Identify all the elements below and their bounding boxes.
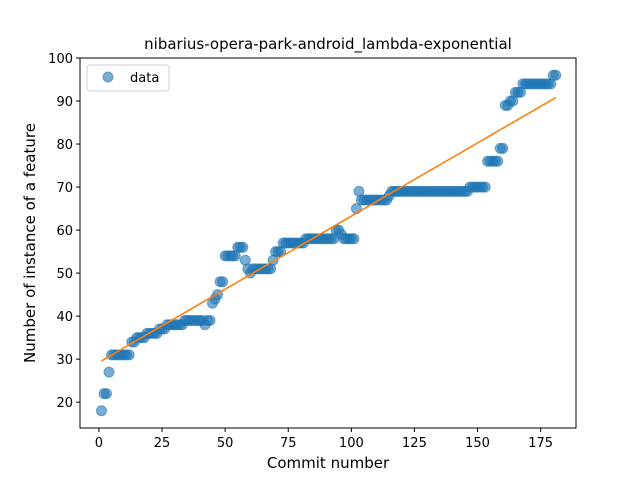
x-tick-label: 25 (154, 436, 171, 451)
data-point (348, 233, 360, 245)
y-axis-label: Number of instance of a feature (21, 123, 39, 363)
legend-label-data: data (130, 71, 159, 86)
x-tick-label: 0 (95, 436, 103, 451)
y-tick-label: 100 (48, 52, 73, 67)
x-tick-label: 125 (402, 436, 427, 451)
chart-title: nibarius-opera-park-android_lambda-expon… (144, 35, 512, 54)
x-tick-label: 100 (339, 436, 364, 451)
data-point (237, 241, 249, 253)
data-point (550, 69, 562, 81)
axes-frame (79, 57, 577, 429)
fit-line (101, 96, 557, 362)
x-tick-label: 50 (217, 436, 234, 451)
x-axis-label: Commit number (267, 454, 390, 472)
data-point (217, 276, 229, 288)
y-axis-ticks: 20 30 40 50 60 70 80 90 100 (48, 52, 80, 411)
x-tick-label: 75 (280, 436, 297, 451)
y-tick-label: 60 (56, 224, 73, 239)
y-tick-label: 40 (56, 310, 73, 325)
y-tick-label: 70 (56, 181, 73, 196)
plot-marks (95, 69, 562, 417)
data-point (492, 155, 504, 167)
y-tick-label: 50 (56, 267, 73, 282)
legend: data (86, 64, 170, 92)
legend-marker-data (102, 71, 114, 83)
y-tick-label: 30 (56, 353, 73, 368)
data-point (103, 366, 115, 378)
y-tick-label: 80 (56, 138, 73, 153)
x-tick-label: 150 (465, 436, 490, 451)
data-point (95, 405, 107, 417)
data-point (497, 142, 509, 154)
data-point (479, 181, 491, 193)
legend-box (86, 64, 170, 92)
x-axis-ticks: 0 25 50 75 100 125 150 175 (95, 428, 553, 451)
y-tick-label: 90 (56, 95, 73, 110)
data-point (204, 314, 216, 326)
x-tick-label: 175 (528, 436, 553, 451)
y-tick-label: 20 (56, 396, 73, 411)
data-point (123, 349, 135, 361)
data-point (101, 388, 113, 400)
